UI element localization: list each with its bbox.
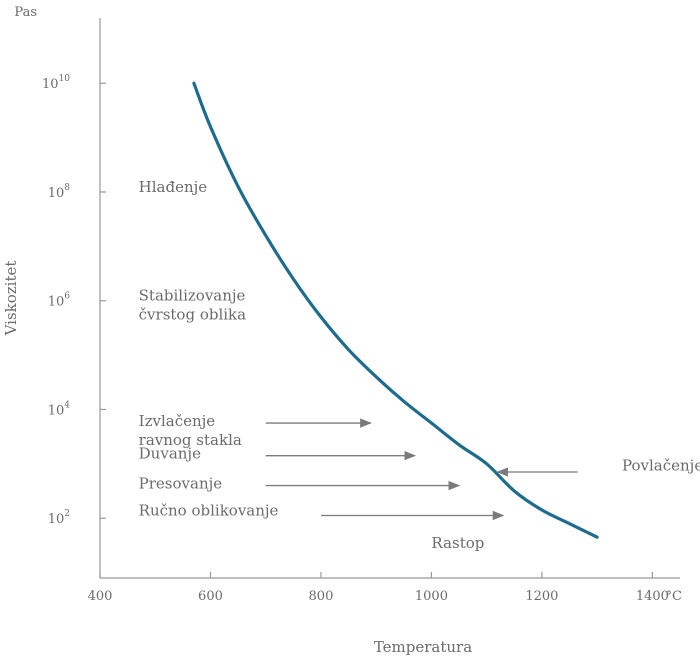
axes: 400 600 800 1000 1200 1400°C 102 104 106 108 1010 P… — [2, 5, 682, 656]
region-label: Povlačenje cevi — [622, 456, 700, 474]
chart-marks — [192, 81, 599, 539]
y-tick-label: 1010 — [42, 74, 70, 92]
y-axis-title: Viskozitet — [2, 261, 20, 337]
x-tick-label: 800 — [309, 589, 334, 604]
region-label: Stabilizovanje čvrstog oblika — [139, 287, 246, 324]
y-tick-label: 106 — [48, 292, 71, 310]
x-tick-label: 1200 — [525, 589, 558, 604]
region-label: Presovanje — [139, 474, 223, 492]
region-label: Izvlačenje ravnog stakla — [139, 412, 242, 449]
y-unit-label: Pas — [14, 5, 37, 20]
annotations: Hlađenje Stabilizovanje čvrstog oblika Izvl… — [139, 178, 700, 552]
x-tick-label: 400 — [88, 589, 113, 604]
x-tick-label: 1000 — [415, 589, 448, 604]
y-tick-label: 108 — [48, 183, 71, 201]
region-label: Rastop — [431, 534, 484, 552]
x-tick-label: 1400 — [636, 589, 669, 604]
region-label: Duvanje — [139, 444, 201, 462]
x-unit-label: °C — [666, 589, 683, 604]
region-label: Ručno oblikovanje — [139, 501, 279, 519]
viscosity-curve — [192, 81, 599, 539]
region-label: Hlađenje — [139, 178, 208, 196]
y-tick-label: 102 — [48, 509, 70, 527]
x-tick-label: 600 — [198, 589, 223, 604]
x-axis-title: Temperatura — [374, 638, 472, 656]
y-tick-label: 104 — [48, 400, 71, 418]
